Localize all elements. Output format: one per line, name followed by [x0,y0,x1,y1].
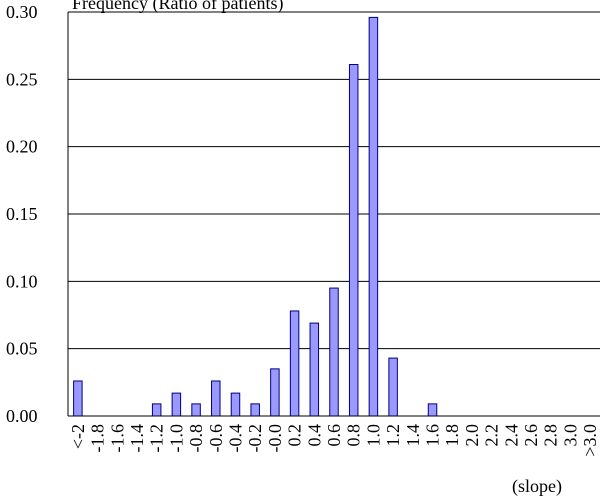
x-tick-label: 2.4 [501,424,521,447]
bar [427,403,438,417]
x-tick-label: 1.6 [423,424,443,447]
x-tick-label: -1.6 [107,424,127,453]
x-tick-label: 1.8 [442,424,462,447]
x-tick-label: 1.0 [363,424,383,447]
x-tick-label: -0.4 [225,424,245,453]
bar [270,368,280,417]
x-tick-label: -0.0 [265,424,285,453]
bar [73,380,83,417]
x-tick-label: -0.6 [206,424,226,453]
x-tick-label: 0.8 [344,424,364,447]
x-tick-labels: <-2 -1.8 -1.6 -1.4 -1.2 -1.0 -0.8 -0.6 -0.4 -0.2-… [68,424,600,457]
x-tick-label: -0.8 [186,424,206,453]
x-axis-label: (slope) [512,476,562,497]
bar [151,403,162,417]
x-tick-label: 1.2 [383,424,403,447]
bar [368,16,379,417]
x-tick-label: 1.4 [403,424,423,447]
y-tick-label: 0.00 [6,406,38,426]
y-tick-label: 0.20 [6,137,38,157]
x-tick-label: -1.2 [147,424,167,453]
x-tick-label: >3.0 [580,424,600,457]
bar [191,403,201,417]
y-tick-labels: 0.00 0.05 0.10 0.15 0.20 0.25 0.30 [6,2,38,426]
x-tick-label: 2.6 [521,424,541,447]
bar [289,310,300,417]
x-tick-label: -0.2 [245,424,265,453]
bar [388,357,398,417]
x-tick-label: 2.0 [462,424,482,447]
x-tick-label: 0.6 [324,424,344,447]
x-tick-label: 2.2 [482,424,502,447]
x-tick-label: 2.8 [541,424,561,447]
bar [171,392,182,417]
x-tick-label: 0.4 [304,424,324,447]
y-tick-label: 0.15 [6,204,38,224]
bar [309,322,320,417]
y-tick-label: 0.05 [6,339,38,359]
y-tick-label: 0.25 [6,69,38,89]
bar [211,380,221,417]
bar [348,64,359,417]
x-tick-label: 0.2 [285,424,305,447]
x-tick-label: -1.0 [166,424,186,453]
chart-title: Frequency (Ratio of patients) [72,0,283,14]
y-tick-label: 0.30 [6,2,38,22]
bar [250,403,260,417]
x-tick-label: -1.8 [88,424,108,453]
bars [73,16,438,417]
x-tick-label: 3.0 [560,424,580,447]
bar [230,392,241,417]
bar [329,287,339,417]
x-tick-label: <-2 [68,424,88,449]
y-tick-label: 0.10 [6,271,38,291]
x-tick-label: -1.4 [127,424,147,453]
